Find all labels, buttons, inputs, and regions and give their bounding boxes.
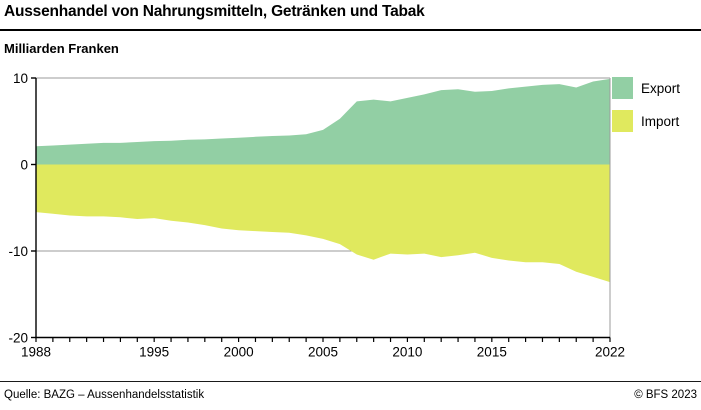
page-title: Aussenhandel von Nahrungsmitteln, Geträn… xyxy=(4,3,425,20)
x-tick-label: 1988 xyxy=(21,345,51,360)
area-import xyxy=(36,164,610,283)
copyright-text: © BFS 2023 xyxy=(634,389,697,401)
footer: Quelle: BAZG – Aussenhandelsstatistik © … xyxy=(4,389,697,401)
x-tick-label: 1995 xyxy=(139,345,169,360)
x-tick-label: 2000 xyxy=(224,345,254,360)
title-divider xyxy=(0,29,701,31)
export-swatch xyxy=(612,77,633,99)
chart-legend: Export Import xyxy=(612,77,680,132)
legend-label-import: Import xyxy=(641,113,680,129)
footer-divider xyxy=(0,381,701,382)
x-tick-label: 2022 xyxy=(595,345,625,360)
legend-label-export: Export xyxy=(641,80,681,96)
y-tick-label: -20 xyxy=(8,331,28,346)
x-tick-label: 2015 xyxy=(477,345,507,360)
y-tick-label: 10 xyxy=(13,71,28,86)
y-tick-label: 0 xyxy=(20,158,28,173)
x-tick-label: 2010 xyxy=(392,345,422,360)
legend-item-export: Export xyxy=(612,77,680,99)
area-export xyxy=(36,78,610,165)
import-swatch xyxy=(612,110,633,132)
y-tick-label: -10 xyxy=(8,244,28,259)
x-tick-label: 2005 xyxy=(308,345,338,360)
area-chart: 10 0 -10 -20 1988 1995 2000 2005 2010 2015 2022 Ex… xyxy=(0,60,701,360)
unit-label: Milliarden Franken xyxy=(4,41,119,56)
source-text: Quelle: BAZG – Aussenhandelsstatistik xyxy=(4,389,205,401)
legend-item-import: Import xyxy=(612,110,680,132)
